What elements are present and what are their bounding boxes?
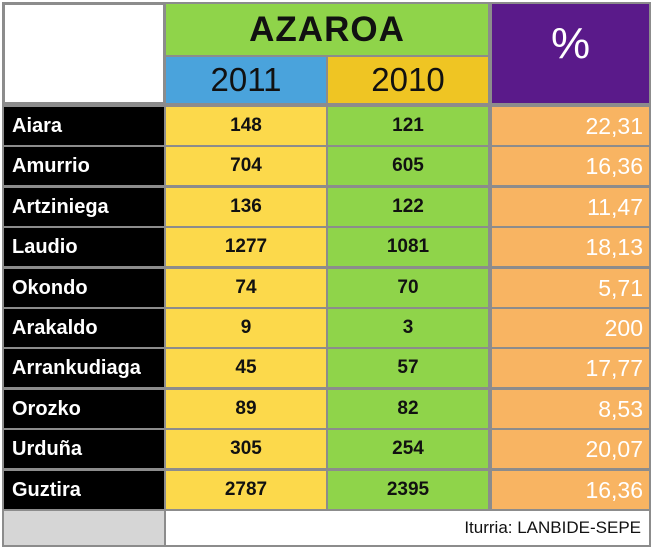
- row-value-2011: 305: [164, 428, 328, 470]
- footer-blank-cell: [2, 509, 166, 547]
- row-value-2011: 74: [164, 267, 328, 309]
- row-value-2011: 2787: [164, 469, 328, 511]
- row-percent: 18,13: [490, 226, 651, 268]
- row-percent: 20,07: [490, 428, 651, 470]
- row-percent: 11,47: [490, 186, 651, 228]
- row-name: Artziniega: [2, 186, 166, 228]
- percent-header: %: [490, 2, 651, 105]
- row-value-2010: 605: [326, 145, 490, 187]
- row-value-2011: 704: [164, 145, 328, 187]
- row-value-2010: 1081: [326, 226, 490, 268]
- row-name: Guztira: [2, 469, 166, 511]
- row-name: Orozko: [2, 388, 166, 430]
- row-value-2011: 45: [164, 347, 328, 389]
- row-name: Amurrio: [2, 145, 166, 187]
- row-name: Urduña: [2, 428, 166, 470]
- row-value-2011: 89: [164, 388, 328, 430]
- row-value-2010: 254: [326, 428, 490, 470]
- row-name: Arrankudiaga: [2, 347, 166, 389]
- row-name: Arakaldo: [2, 307, 166, 349]
- row-value-2011: 148: [164, 105, 328, 147]
- row-value-2010: 122: [326, 186, 490, 228]
- row-percent: 16,36: [490, 145, 651, 187]
- month-header: AZAROA: [164, 2, 490, 57]
- row-percent: 8,53: [490, 388, 651, 430]
- row-value-2010: 57: [326, 347, 490, 389]
- year-2010-header: 2010: [326, 55, 490, 105]
- row-value-2010: 82: [326, 388, 490, 430]
- row-name: Laudio: [2, 226, 166, 268]
- row-value-2010: 121: [326, 105, 490, 147]
- source-note: Iturria: LANBIDE-SEPE: [164, 509, 651, 547]
- year-2011-header: 2011: [164, 55, 328, 105]
- header-blank-cell: [2, 2, 166, 105]
- row-percent: 200: [490, 307, 651, 349]
- row-value-2010: 3: [326, 307, 490, 349]
- row-value-2010: 2395: [326, 469, 490, 511]
- row-value-2011: 9: [164, 307, 328, 349]
- row-percent: 22,31: [490, 105, 651, 147]
- row-value-2011: 136: [164, 186, 328, 228]
- row-value-2011: 1277: [164, 226, 328, 268]
- row-name: Aiara: [2, 105, 166, 147]
- row-name: Okondo: [2, 267, 166, 309]
- row-percent: 17,77: [490, 347, 651, 389]
- row-percent: 5,71: [490, 267, 651, 309]
- row-percent: 16,36: [490, 469, 651, 511]
- row-value-2010: 70: [326, 267, 490, 309]
